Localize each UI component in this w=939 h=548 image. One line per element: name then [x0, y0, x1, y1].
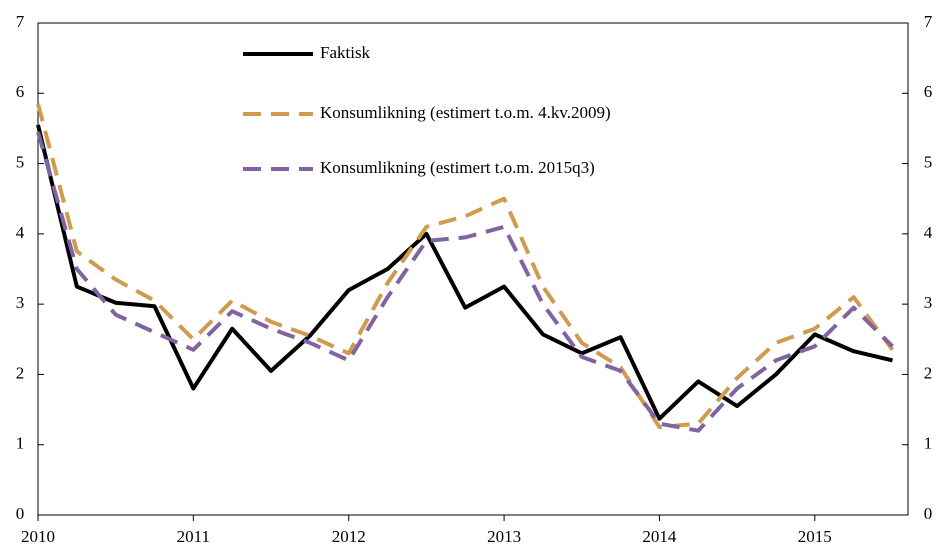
y-tick-label: 3 — [16, 293, 25, 312]
y-tick-label: 6 — [16, 82, 25, 101]
y2-tick-label: 3 — [924, 293, 933, 312]
x-tick-label: 2012 — [332, 527, 366, 546]
y-tick-label: 4 — [16, 223, 25, 242]
y-tick-label: 7 — [16, 12, 25, 31]
x-tick-label: 2010 — [21, 527, 55, 546]
legend-label: Konsumlikning (estimert t.o.m. 4.kv.2009… — [320, 103, 611, 122]
series-line — [36, 124, 893, 421]
x-tick-label: 2011 — [177, 527, 210, 546]
series-line — [36, 131, 894, 433]
y2-tick-label: 5 — [924, 152, 933, 171]
y2-tick-label: 1 — [924, 434, 933, 453]
legend-label: Faktisk — [320, 43, 371, 62]
y-tick-label: 2 — [16, 363, 25, 382]
y2-tick-label: 4 — [924, 223, 933, 242]
y2-tick-label: 0 — [924, 504, 933, 523]
y-tick-label: 5 — [16, 152, 25, 171]
plot-frame — [37, 22, 909, 516]
x-tick-label: 2014 — [642, 527, 677, 546]
series-line — [36, 103, 895, 430]
legend-label: Konsumlikning (estimert t.o.m. 2015q3) — [320, 158, 595, 177]
y2-tick-label: 6 — [924, 82, 933, 101]
x-tick-label: 2015 — [798, 527, 832, 546]
y2-tick-label: 2 — [924, 363, 933, 382]
y-tick-label: 0 — [16, 504, 25, 523]
x-tick-label: 2013 — [487, 527, 521, 546]
y2-tick-label: 7 — [924, 12, 933, 31]
y-tick-label: 1 — [16, 434, 25, 453]
